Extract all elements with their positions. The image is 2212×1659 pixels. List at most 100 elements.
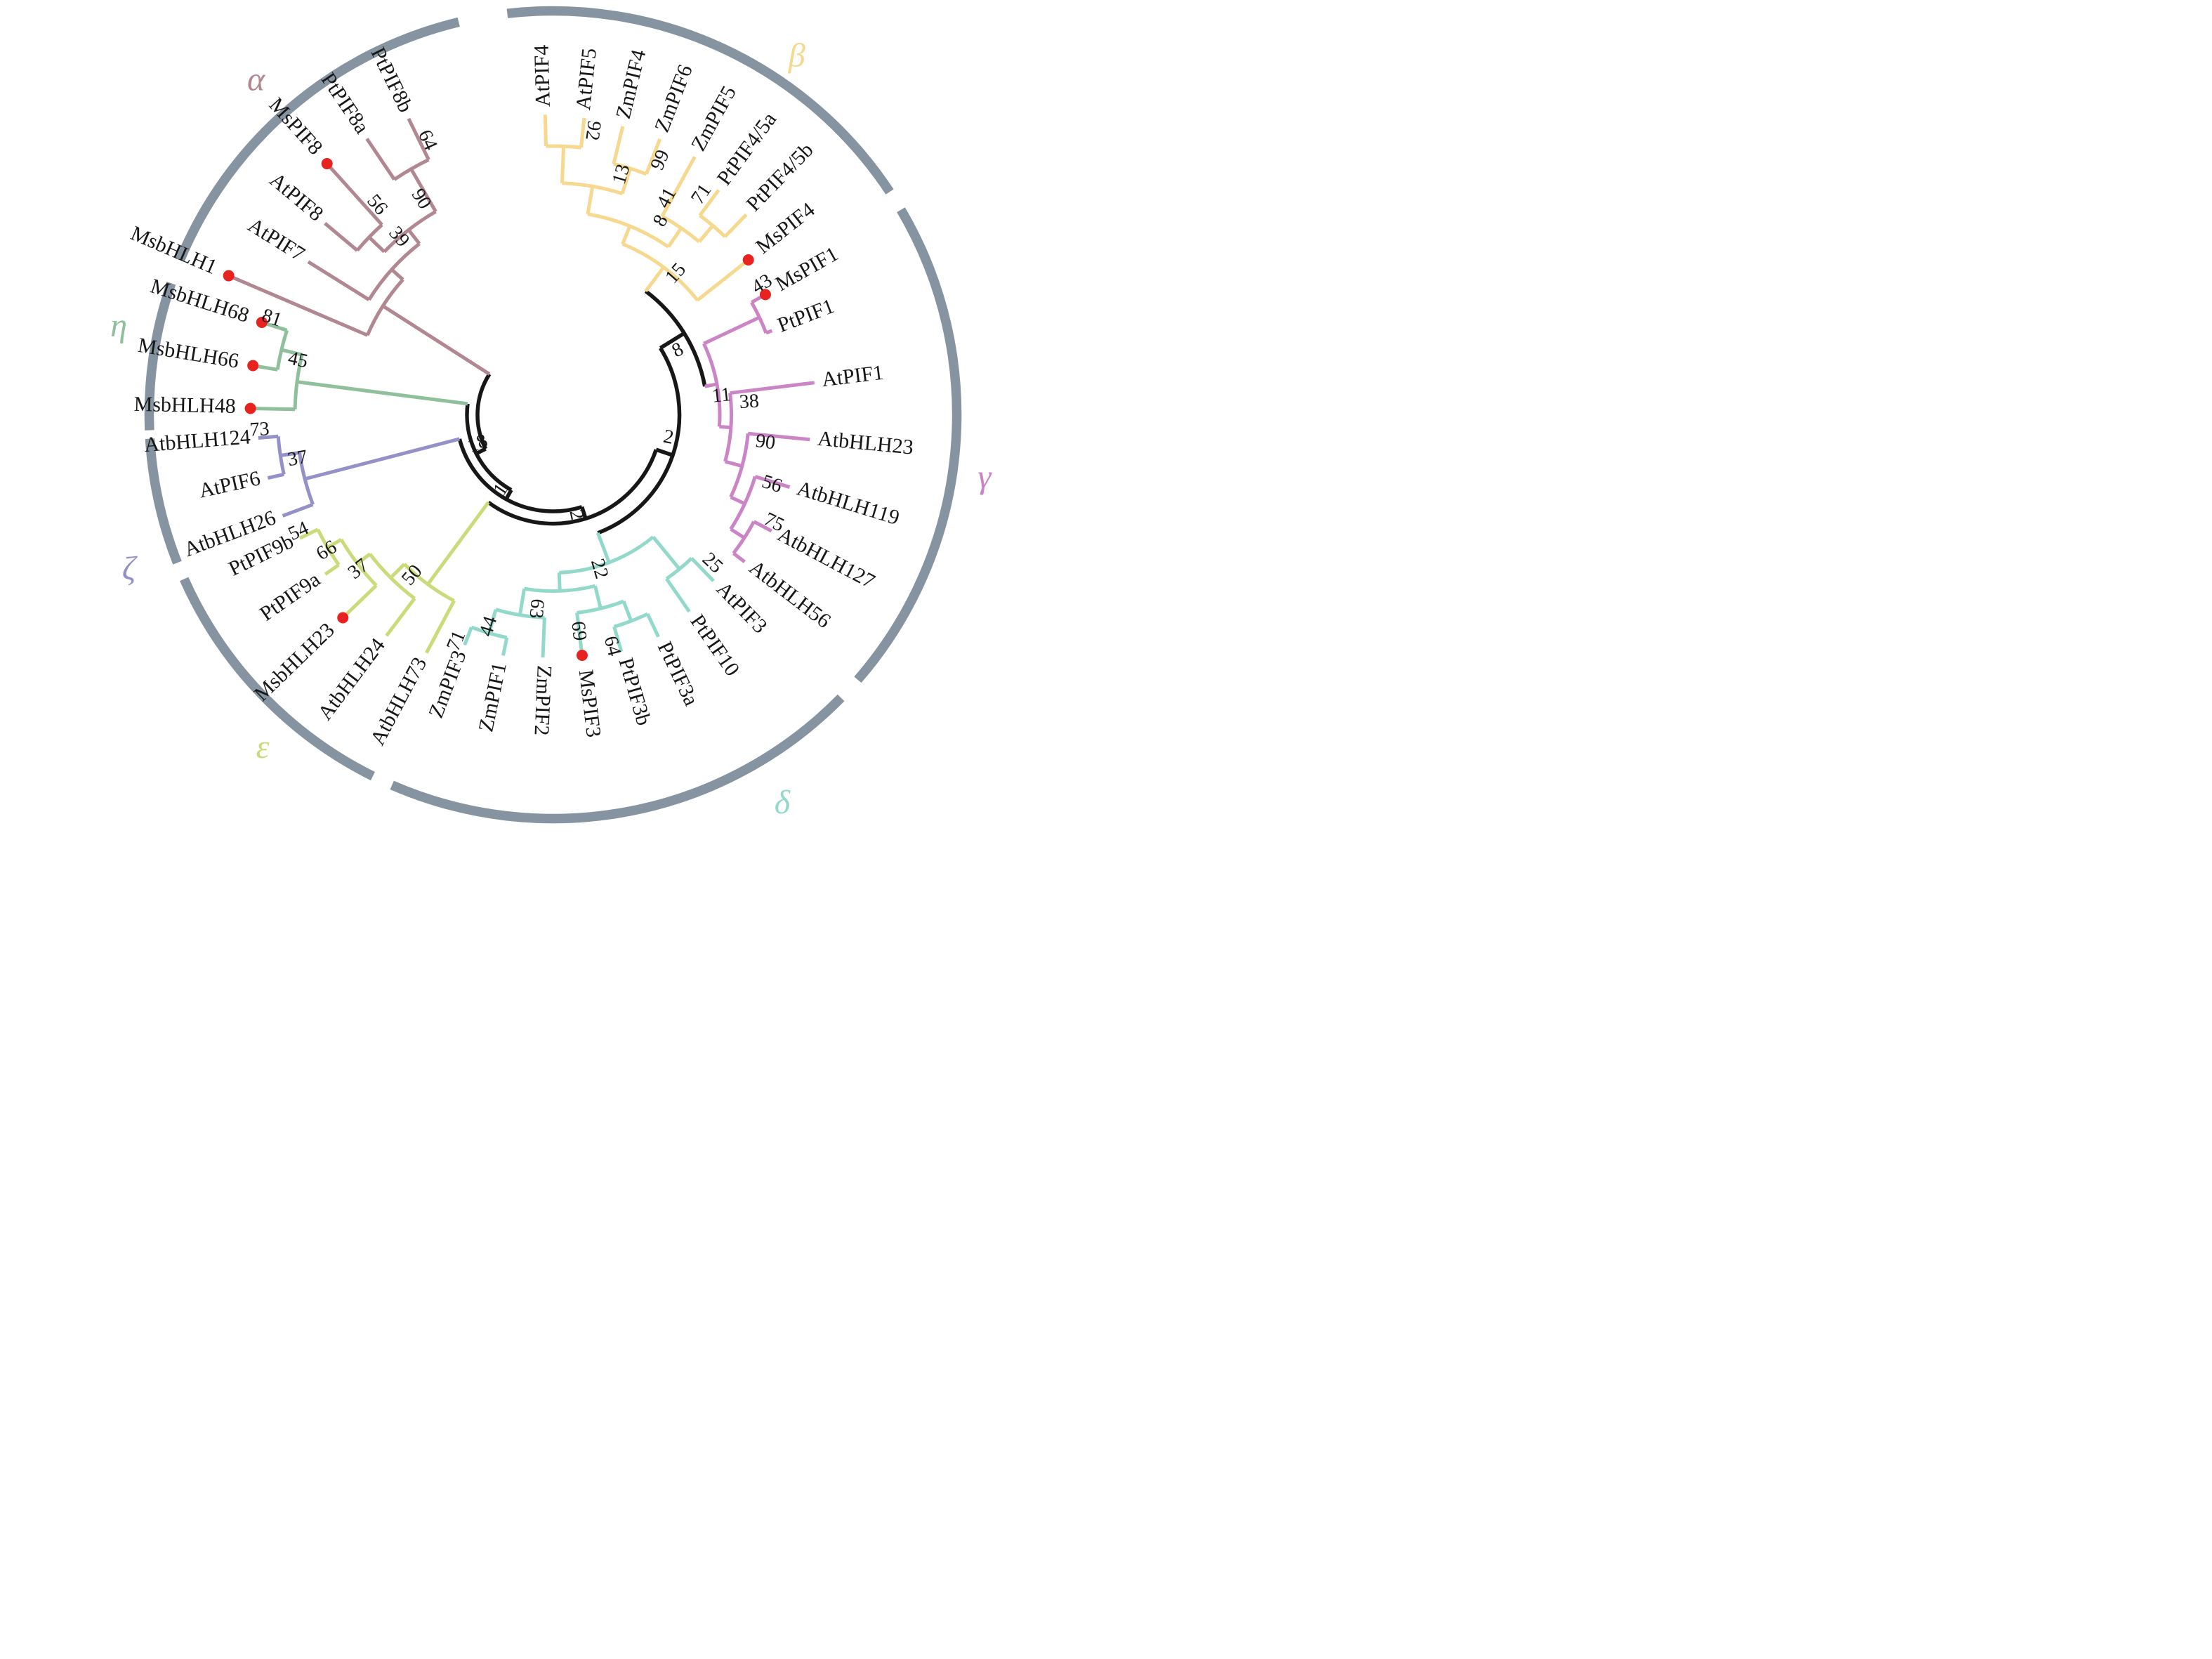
branch-radial-node <box>426 501 490 586</box>
bootstrap-value-56: 56 <box>759 471 784 497</box>
branch-radial-MsPIF8 <box>325 162 383 226</box>
branch-arc-node <box>465 403 513 492</box>
bootstrap-value-2: 2 <box>565 508 588 522</box>
clade-greek-label-delta: δ <box>775 784 791 821</box>
clade-greek-label-gamma: γ <box>978 458 992 495</box>
branch-arc-node <box>729 433 750 498</box>
branch-radial-node <box>560 146 566 183</box>
branch-arc-node <box>383 210 437 254</box>
branch-radial-node <box>281 348 303 357</box>
branch-radial-PtPIF3b <box>612 626 624 653</box>
branch-radial-node <box>356 552 371 565</box>
branch-radial-ZmPIF5 <box>660 156 697 218</box>
branch-radial-AtbHLH124 <box>258 434 279 440</box>
bootstrap-value-38: 38 <box>739 390 760 413</box>
bootstrap-value-92: 92 <box>581 119 605 142</box>
taxon-label-AtbHLH124: AtbHLH124 <box>143 425 251 457</box>
branch-radial-node <box>304 437 461 481</box>
taxon-label-MsPIF1: MsPIF1 <box>772 242 842 296</box>
branch-radial-node <box>659 332 685 350</box>
branch-radial-AtbHLH127 <box>753 520 772 533</box>
branch-arc-node <box>723 393 733 462</box>
branch-radial-PtPIF1 <box>765 329 773 335</box>
clade-ring-segment-gamma <box>854 207 962 683</box>
clade-greek-label-alpha: α <box>247 61 265 98</box>
branch-radial-ZmPIF4 <box>612 126 625 164</box>
branch-radial-node <box>279 450 300 457</box>
branch-arc-node <box>699 214 727 238</box>
taxon-label-ZmPIF4: ZmPIF4 <box>612 47 651 121</box>
branch-arc-node <box>367 242 421 301</box>
bootstrap-value-90: 90 <box>407 185 435 213</box>
clade-ring-segment-alpha <box>176 17 460 263</box>
branch-radial-PtPIF9a <box>324 563 340 576</box>
clade-greek-label-zeta: ζ <box>122 550 138 587</box>
branch-radial-AtbHLH56 <box>732 551 746 563</box>
branch-radial-AtPIF8 <box>324 222 359 252</box>
taxon-label-ZmPIF5: ZmPIF5 <box>687 82 741 155</box>
branch-arc-node <box>587 212 670 249</box>
branch-radial-node <box>724 459 743 468</box>
clade-greek-label-epsilon: ε <box>256 728 270 766</box>
ms-marker-dot-MsbHLH23 <box>337 612 349 624</box>
taxon-label-AtbHLH23: AtbHLH23 <box>817 427 914 459</box>
branch-radial-MsbHLH48 <box>250 406 296 412</box>
branch-radial-PtPIF8b <box>407 117 430 161</box>
clade-ring-segment-epsilon <box>180 577 375 781</box>
branch-arc-node <box>750 301 768 334</box>
taxon-label-AtPIF1: AtPIF1 <box>820 361 885 392</box>
branch-radial-node <box>407 228 421 245</box>
branch-radial-node <box>719 424 732 430</box>
bootstrap-value-25: 25 <box>698 549 728 578</box>
branch-radial-PtPIF9b <box>298 527 319 540</box>
branch-radial-node <box>655 447 673 457</box>
bootstrap-value-64: 64 <box>414 126 442 153</box>
branch-arc-node <box>559 535 654 575</box>
branch-radial-PtPIF4/5a <box>698 189 720 217</box>
ms-marker-dot-MsPIF4 <box>742 254 754 265</box>
ms-marker-dot-MsPIF1 <box>759 289 771 301</box>
taxon-label-AtbHLH73: AtbHLH73 <box>366 653 431 749</box>
branch-radial-AtbHLH119 <box>754 475 791 489</box>
taxon-label-AtPIF8: AtPIF8 <box>265 168 328 225</box>
taxon-label-ZmPIF6: ZmPIF6 <box>650 62 697 136</box>
branch-radial-node <box>703 315 761 346</box>
taxon-label-PtPIF8b: PtPIF8b <box>366 44 417 116</box>
branch-radial-node <box>620 168 632 195</box>
taxon-label-AtbHLH119: AtbHLH119 <box>794 477 902 530</box>
bootstrap-value-37: 37 <box>286 446 309 471</box>
branch-radial-node <box>580 506 588 520</box>
branch-radial-node <box>381 304 491 376</box>
bootstrap-value-99: 99 <box>646 147 673 173</box>
branch-radial-node <box>593 585 603 609</box>
branch-radial-AtPIF3 <box>690 557 715 582</box>
branch-radial-node <box>296 380 468 406</box>
branch-radial-node <box>389 563 406 579</box>
branch-arc-node <box>403 563 455 603</box>
bootstrap-value-71: 71 <box>687 180 716 209</box>
bootstrap-value-56: 56 <box>362 190 392 219</box>
branch-radial-AtPIF5 <box>579 117 586 148</box>
branch-radial-node <box>367 235 386 254</box>
branch-arc-node <box>729 476 757 530</box>
branch-arc-node <box>298 452 315 506</box>
branch-arc-node <box>732 520 756 555</box>
branch-arc-node <box>644 289 707 387</box>
branch-radial-node <box>697 224 714 243</box>
tree-branch-layer <box>228 114 815 658</box>
branch-radial-node <box>621 601 633 622</box>
taxon-label-MsPIF3: MsPIF3 <box>574 669 605 739</box>
branch-radial-AtPIF7 <box>307 260 370 301</box>
clade-ring-segment-delta <box>390 694 845 824</box>
taxon-label-AtPIF5: AtPIF5 <box>572 47 601 111</box>
branch-arc-node <box>524 584 596 593</box>
branch-arc-node <box>562 181 623 195</box>
branch-radial-AtbHLH24 <box>385 597 416 637</box>
branch-radial-ZmPIF3 <box>463 627 473 646</box>
branch-arc-node <box>393 158 430 181</box>
branch-arc-node <box>339 538 378 587</box>
taxon-label-PtPIF3a: PtPIF3a <box>653 638 703 709</box>
clade-ring-segment-eta <box>144 282 176 431</box>
taxon-label-PtPIF1: PtPIF1 <box>775 294 838 337</box>
